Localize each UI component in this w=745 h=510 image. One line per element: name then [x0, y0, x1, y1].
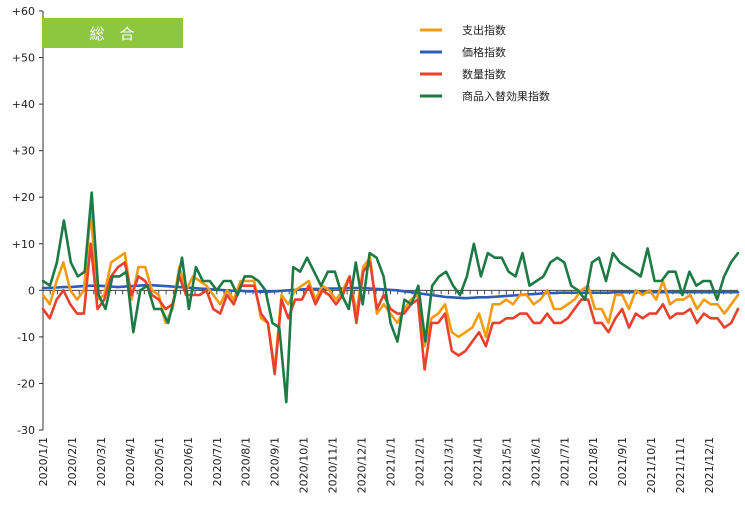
x-tick-label: 2021/4/1 — [471, 437, 484, 486]
y-tick-label: +30 — [12, 145, 35, 158]
y-axis: -30 -20 -10 0 +10 +20 +30 +40 +50 +60 — [12, 5, 738, 437]
y-tick-label: 0 — [28, 284, 35, 297]
x-tick-label: 2020/3/1 — [95, 437, 108, 486]
x-tick-label: 2021/9/1 — [616, 437, 629, 486]
chart-title-box: 総 合 — [42, 18, 183, 48]
y-tick-label: +10 — [12, 238, 35, 251]
x-tick-label: 2020/1/1 — [37, 437, 50, 486]
y-tick-label: -10 — [17, 331, 35, 344]
x-tick-label: 2021/12/1 — [703, 437, 716, 493]
y-tick-label: -20 — [17, 377, 35, 390]
x-tick-label: 2021/6/1 — [529, 437, 542, 486]
x-tick-label: 2020/9/1 — [269, 437, 282, 486]
chart-title-background — [42, 18, 183, 48]
x-tick-label: 2021/2/1 — [413, 437, 426, 486]
x-tick-label: 2020/8/1 — [240, 437, 253, 486]
y-tick-label: +20 — [12, 191, 35, 204]
x-tick-label: 2020/6/1 — [182, 437, 195, 486]
x-tick-label: 2021/5/1 — [500, 437, 513, 486]
x-tick-label: 2020/5/1 — [153, 437, 166, 486]
legend-label-1: 価格指数 — [462, 45, 506, 59]
legend-label-0: 支出指数 — [462, 23, 506, 37]
x-tick-label: 2021/3/1 — [442, 437, 455, 486]
legend-label-3: 商品入替効果指数 — [462, 89, 550, 103]
y-tick-label: +60 — [12, 5, 35, 18]
series-line-1 — [41, 283, 740, 300]
y-tick-label: -30 — [17, 424, 35, 437]
x-tick-label: 2020/4/1 — [124, 437, 137, 486]
series-line-0 — [41, 209, 740, 371]
x-tick-label: 2020/2/1 — [66, 437, 79, 486]
x-tick-label: 2020/12/1 — [356, 437, 369, 493]
x-tick-label: 2021/10/1 — [645, 437, 658, 493]
series-line-3 — [41, 191, 740, 404]
y-tick-label: +50 — [12, 52, 35, 65]
legend-label-2: 数量指数 — [462, 67, 506, 81]
x-tick-label: 2021/11/1 — [674, 437, 687, 493]
x-tick-label: 2020/7/1 — [211, 437, 224, 486]
x-tick-label: 2021/1/1 — [385, 437, 398, 486]
x-tick-label: 2021/7/1 — [558, 437, 571, 486]
x-tick-label: 2021/8/1 — [587, 437, 600, 486]
series-line-2 — [41, 242, 740, 376]
x-tick-label: 2020/10/1 — [298, 437, 311, 493]
series-lines — [41, 191, 740, 404]
y-tick-label: +40 — [12, 98, 35, 111]
x-tick-label: 2020/11/1 — [327, 437, 340, 493]
chart-title: 総 合 — [89, 25, 134, 43]
